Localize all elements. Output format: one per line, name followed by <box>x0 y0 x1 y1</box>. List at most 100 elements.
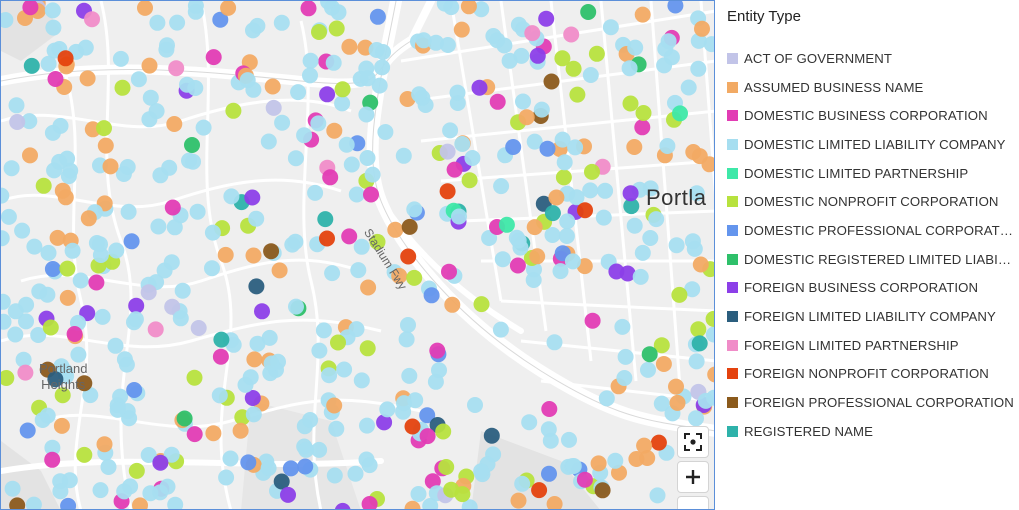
business-point[interactable] <box>237 376 254 393</box>
business-point[interactable] <box>80 210 97 227</box>
business-point[interactable] <box>368 42 385 58</box>
business-point[interactable] <box>494 251 511 268</box>
business-point[interactable] <box>142 485 159 502</box>
business-point[interactable] <box>3 160 20 177</box>
business-point[interactable] <box>453 21 470 38</box>
business-point[interactable] <box>529 248 546 265</box>
business-point[interactable] <box>296 127 313 144</box>
business-point[interactable] <box>66 326 83 342</box>
business-point[interactable] <box>526 219 543 236</box>
business-point[interactable] <box>533 101 550 118</box>
business-point[interactable] <box>172 310 189 327</box>
business-point[interactable] <box>539 140 556 157</box>
business-point[interactable] <box>671 286 688 303</box>
business-point[interactable] <box>705 310 715 327</box>
business-point[interactable] <box>559 213 576 230</box>
business-point[interactable] <box>556 154 573 171</box>
business-point[interactable] <box>1 293 11 310</box>
business-point[interactable] <box>119 159 136 175</box>
business-point[interactable] <box>584 312 601 329</box>
legend-item[interactable]: FOREIGN LIMITED LIABILITY COMPANY <box>727 302 1014 331</box>
business-point[interactable] <box>608 263 625 280</box>
legend-item[interactable]: FOREIGN LIMITED PARTNERSHIP <box>727 331 1014 360</box>
business-point[interactable] <box>326 122 343 139</box>
business-point[interactable] <box>419 428 436 445</box>
business-point[interactable] <box>640 361 656 378</box>
business-point[interactable] <box>222 450 239 467</box>
business-point[interactable] <box>659 138 676 154</box>
business-point[interactable] <box>371 77 388 94</box>
business-point[interactable] <box>246 351 263 368</box>
business-point[interactable] <box>190 320 207 336</box>
business-point[interactable] <box>429 342 446 359</box>
business-point[interactable] <box>44 439 61 456</box>
business-point[interactable] <box>498 216 515 233</box>
business-point[interactable] <box>359 70 376 87</box>
business-point[interactable] <box>49 229 66 246</box>
business-point[interactable] <box>92 236 108 253</box>
business-point[interactable] <box>40 55 57 72</box>
business-point[interactable] <box>260 133 277 150</box>
business-point[interactable] <box>489 93 506 110</box>
business-point[interactable] <box>1 313 12 330</box>
business-point[interactable] <box>137 1 153 16</box>
business-point[interactable] <box>548 189 565 206</box>
business-point[interactable] <box>438 459 455 475</box>
business-point[interactable] <box>204 224 221 241</box>
business-point[interactable] <box>642 230 659 246</box>
business-point[interactable] <box>543 73 560 90</box>
business-point[interactable] <box>565 60 582 77</box>
business-point[interactable] <box>148 103 165 120</box>
business-point[interactable] <box>694 20 710 37</box>
business-point[interactable] <box>552 263 569 280</box>
business-point[interactable] <box>359 417 375 434</box>
business-point[interactable] <box>531 482 548 499</box>
business-point[interactable] <box>656 57 673 74</box>
business-point[interactable] <box>690 321 707 338</box>
business-point[interactable] <box>116 351 133 368</box>
business-point[interactable] <box>649 487 666 504</box>
business-point[interactable] <box>164 298 181 315</box>
business-point[interactable] <box>261 329 278 346</box>
business-point[interactable] <box>223 188 240 205</box>
business-point[interactable] <box>17 364 34 381</box>
business-point[interactable] <box>324 265 341 282</box>
business-point[interactable] <box>248 210 265 227</box>
business-point[interactable] <box>280 486 296 503</box>
legend-item[interactable]: DOMESTIC LIMITED LIABILITY COMPANY <box>727 130 1014 159</box>
business-point[interactable] <box>454 136 471 152</box>
business-point[interactable] <box>423 287 440 304</box>
business-point[interactable] <box>439 183 456 200</box>
business-point[interactable] <box>541 401 558 417</box>
business-point[interactable] <box>632 268 649 285</box>
business-point[interactable] <box>290 84 307 101</box>
business-point[interactable] <box>621 60 638 77</box>
business-point[interactable] <box>302 52 319 69</box>
business-point[interactable] <box>406 269 423 286</box>
business-point[interactable] <box>142 89 159 106</box>
business-point[interactable] <box>361 496 378 510</box>
business-point[interactable] <box>141 57 158 74</box>
business-point[interactable] <box>22 1 39 16</box>
business-point[interactable] <box>107 337 124 354</box>
business-point[interactable] <box>166 219 183 236</box>
business-point[interactable] <box>461 172 478 189</box>
business-point[interactable] <box>53 358 70 375</box>
business-point[interactable] <box>1 12 14 28</box>
business-point[interactable] <box>186 369 203 386</box>
business-point[interactable] <box>691 335 708 352</box>
business-point[interactable] <box>364 166 381 183</box>
business-point[interactable] <box>461 499 478 510</box>
business-point[interactable] <box>30 327 47 343</box>
business-point[interactable] <box>567 139 584 156</box>
business-point[interactable] <box>680 79 697 96</box>
zoom-out-button[interactable] <box>677 496 709 509</box>
business-point[interactable] <box>361 457 378 474</box>
business-point[interactable] <box>112 50 129 67</box>
business-point[interactable] <box>376 414 393 431</box>
business-point[interactable] <box>212 348 229 365</box>
business-point[interactable] <box>92 482 109 499</box>
business-point[interactable] <box>540 421 557 438</box>
business-point[interactable] <box>428 34 444 51</box>
business-point[interactable] <box>44 261 61 277</box>
